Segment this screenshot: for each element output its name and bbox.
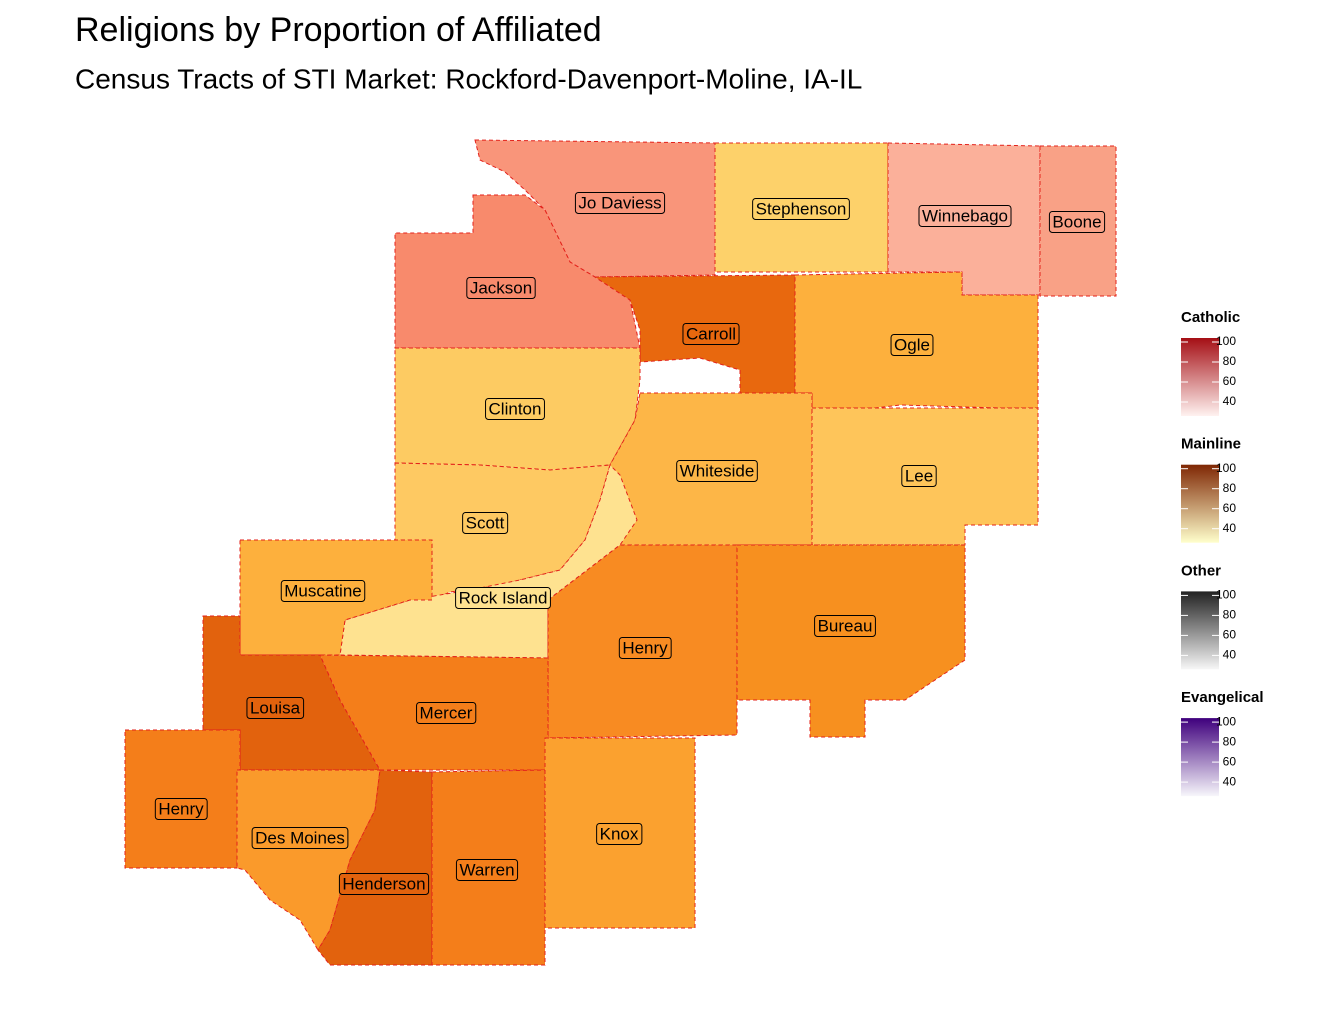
county-label: Stephenson <box>752 197 850 220</box>
legend-tick-label: 100 <box>1216 334 1236 348</box>
label-box <box>466 276 536 299</box>
label-box <box>455 586 551 609</box>
label-box <box>682 322 740 345</box>
region-labels: Jo Daviess Stephenson Winnebago Boone Jackso… <box>154 191 1106 895</box>
county-name: Scott <box>466 513 505 532</box>
county-name: Winnebago <box>922 206 1008 225</box>
county-name: Bureau <box>818 616 873 635</box>
label-box <box>154 797 208 820</box>
county-label: Bureau <box>814 614 876 637</box>
label-box <box>918 204 1012 227</box>
county-label: Mercer <box>416 701 477 724</box>
legend-colorbar <box>1181 338 1219 416</box>
county-label: Lee <box>901 464 937 487</box>
county-name: Muscatine <box>284 581 361 600</box>
legend-tick-label: 100 <box>1216 461 1236 475</box>
label-box <box>246 696 305 719</box>
label-box <box>574 191 666 214</box>
county-name: Henry <box>158 799 204 818</box>
county-name: Boone <box>1052 212 1101 231</box>
county-label: Whiteside <box>676 459 758 482</box>
county-label: Henry <box>154 797 208 820</box>
county-name: Ogle <box>894 335 930 354</box>
legend-title: Other <box>1181 562 1221 579</box>
map-subtitle: Census Tracts of STI Market: Rockford-Da… <box>75 63 862 94</box>
legend-title: Catholic <box>1181 309 1240 326</box>
county-name: Jackson <box>470 278 532 297</box>
county-label: Rock Island <box>455 586 551 609</box>
legend-tick-label: 40 <box>1223 774 1237 788</box>
county <box>317 769 433 966</box>
county-label: Muscatine <box>280 579 366 602</box>
county-name: Louisa <box>250 698 301 717</box>
county-label: Scott <box>462 511 509 534</box>
county-name: Henry <box>622 638 668 657</box>
county <box>736 544 966 738</box>
legend-title: Mainline <box>1181 436 1241 453</box>
county-name: Warren <box>459 860 514 879</box>
label-box <box>596 822 643 845</box>
county-label: Henderson <box>338 872 430 895</box>
county-name: Lee <box>905 466 933 485</box>
county-name: Knox <box>600 824 639 843</box>
county-label: Ogle <box>890 333 934 356</box>
county-label: Carroll <box>682 322 740 345</box>
legend-tick-label: 80 <box>1223 608 1237 622</box>
county-label: Jo Daviess <box>574 191 666 214</box>
county <box>236 769 381 951</box>
label-box <box>338 872 430 895</box>
legend-colorbar <box>1181 464 1219 543</box>
legend-colorbar <box>1181 718 1219 797</box>
legends: Catholic 40 60 80 100 Mainline 40 60 80 100 Other 4… <box>1181 309 1264 797</box>
legend-tick-label: 100 <box>1216 714 1236 728</box>
legend-title: Evangelical <box>1181 689 1264 706</box>
county-label: Clinton <box>485 397 545 420</box>
legend-tick-label: 40 <box>1223 394 1237 408</box>
legend-tick-label: 60 <box>1223 501 1237 515</box>
legend-tick-label: 80 <box>1223 481 1237 495</box>
county-name: Henderson <box>342 874 425 893</box>
county-label: Louisa <box>246 696 305 719</box>
label-box <box>676 459 758 482</box>
county-label: Henry <box>618 636 672 659</box>
legend-tick-label: 80 <box>1223 354 1237 368</box>
county-label: Boone <box>1048 210 1106 233</box>
label-box <box>814 614 876 637</box>
map-title: Religions by Proportion of Affiliated <box>75 11 602 49</box>
legend-tick-label: 80 <box>1223 734 1237 748</box>
county-name: Whiteside <box>680 461 755 480</box>
label-box <box>416 701 477 724</box>
county-name: Mercer <box>420 703 473 722</box>
legend-colorbar <box>1181 591 1219 670</box>
legend-tick-label: 40 <box>1223 648 1237 662</box>
county-name: Des Moines <box>255 828 345 847</box>
label-box <box>752 197 850 220</box>
label-box <box>462 511 509 534</box>
county-name: Stephenson <box>756 199 847 218</box>
label-box <box>455 858 519 881</box>
label-box <box>890 333 934 356</box>
legend-tick-label: 60 <box>1223 754 1237 768</box>
label-box <box>251 826 349 849</box>
county-label: Des Moines <box>251 826 349 849</box>
legend-tick-label: 60 <box>1223 628 1237 642</box>
legend-tick-label: 40 <box>1223 521 1237 535</box>
label-box <box>1048 210 1106 233</box>
label-box <box>618 636 672 659</box>
county-label: Warren <box>455 858 519 881</box>
county-name: Carroll <box>686 324 736 343</box>
county-label: Knox <box>596 822 643 845</box>
county-name: Clinton <box>489 399 542 418</box>
label-box <box>280 579 366 602</box>
county-name: Jo Daviess <box>578 193 661 212</box>
county-label: Winnebago <box>918 204 1012 227</box>
legend-tick-label: 60 <box>1223 374 1237 388</box>
label-box <box>485 397 545 420</box>
label-box <box>901 464 937 487</box>
legend-tick-label: 100 <box>1216 588 1236 602</box>
county-name: Rock Island <box>459 588 548 607</box>
county-label: Jackson <box>466 276 536 299</box>
